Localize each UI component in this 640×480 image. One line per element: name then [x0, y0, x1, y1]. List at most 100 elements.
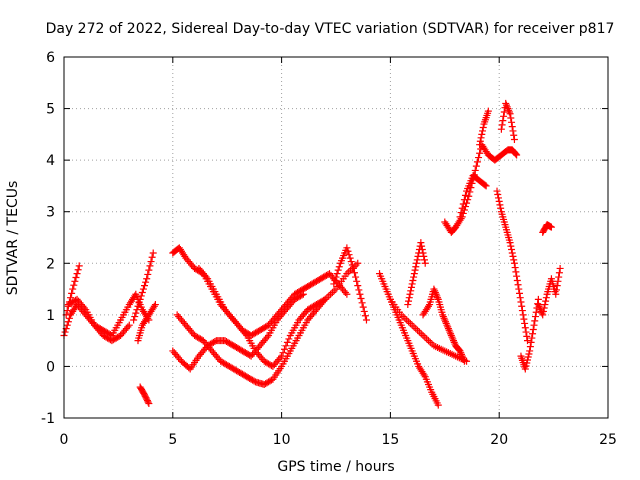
- series-track-k: [330, 244, 370, 324]
- data-point: [498, 121, 506, 129]
- data-point: [461, 191, 469, 199]
- data-point: [355, 286, 363, 294]
- data-point: [426, 338, 434, 346]
- data-point: [331, 276, 339, 284]
- data-point: [144, 398, 152, 406]
- data-point: [434, 401, 442, 409]
- series-track-p: [441, 141, 521, 236]
- y-tick-label: -1: [41, 411, 55, 427]
- data-point: [330, 287, 338, 295]
- data-point: [535, 302, 543, 310]
- data-point: [519, 311, 527, 319]
- data-point: [141, 282, 149, 290]
- data-point: [514, 281, 522, 289]
- data-point: [285, 335, 293, 343]
- data-point: [125, 321, 133, 329]
- data-point: [521, 324, 529, 332]
- data-point: [508, 123, 516, 131]
- data-point: [531, 317, 539, 325]
- data-point: [133, 306, 141, 314]
- data-point: [505, 108, 513, 116]
- data-point: [421, 259, 429, 267]
- data-point: [149, 249, 157, 257]
- data-point: [507, 114, 515, 122]
- data-point: [415, 328, 423, 336]
- data-point: [282, 342, 290, 350]
- data-point: [556, 264, 564, 272]
- x-tick-label: 20: [490, 432, 508, 448]
- data-point: [554, 277, 562, 285]
- data-point: [283, 338, 291, 346]
- data-point: [460, 196, 468, 204]
- data-point: [482, 182, 490, 190]
- data-point: [456, 347, 464, 355]
- data-point: [433, 292, 441, 300]
- data-point: [73, 270, 81, 278]
- data-point: [354, 259, 362, 267]
- data-point: [552, 290, 560, 298]
- data-point: [516, 289, 524, 297]
- data-point: [412, 263, 420, 271]
- data-point: [74, 266, 82, 274]
- data-point: [263, 333, 271, 341]
- data-point: [447, 331, 455, 339]
- data-point: [430, 285, 438, 293]
- data-point: [353, 277, 361, 285]
- data-point: [279, 349, 287, 357]
- x-tick-label: 25: [599, 432, 617, 448]
- data-point: [424, 337, 432, 345]
- data-point: [418, 242, 426, 250]
- data-point: [138, 289, 146, 297]
- data-point: [450, 338, 458, 346]
- data-point: [508, 118, 516, 126]
- data-point: [434, 294, 442, 302]
- data-point: [472, 162, 480, 170]
- data-point: [553, 286, 561, 294]
- series-track-c: [64, 295, 133, 345]
- data-point: [442, 319, 450, 327]
- data-point: [405, 318, 413, 326]
- data-point: [440, 314, 448, 322]
- x-tick-label: 0: [60, 432, 69, 448]
- data-point: [321, 295, 329, 303]
- data-point: [418, 246, 426, 254]
- data-point: [124, 323, 132, 331]
- data-point: [431, 287, 439, 295]
- data-point: [137, 292, 145, 300]
- data-point: [431, 289, 439, 297]
- plot-frame: [63, 56, 609, 419]
- data-point: [499, 117, 507, 125]
- data-point: [333, 270, 341, 278]
- data-point: [521, 365, 529, 373]
- data-point: [409, 276, 417, 284]
- data-point: [457, 349, 465, 357]
- data-point: [510, 131, 518, 139]
- y-tick-label: 0: [46, 359, 55, 375]
- data-point: [441, 316, 449, 324]
- data-point: [484, 107, 492, 115]
- data-point: [411, 266, 419, 274]
- data-point: [65, 314, 73, 322]
- data-points: [60, 99, 564, 409]
- y-tick-label: 5: [46, 102, 55, 118]
- data-point: [144, 270, 152, 278]
- data-point: [424, 302, 432, 310]
- data-point: [413, 256, 421, 264]
- data-point: [361, 312, 369, 320]
- data-point: [151, 301, 159, 309]
- data-point: [71, 277, 79, 285]
- data-point: [479, 127, 487, 135]
- series-track-o: [419, 285, 468, 365]
- data-point: [458, 352, 466, 360]
- data-point: [350, 269, 358, 277]
- data-point: [547, 223, 555, 231]
- data-point: [345, 268, 353, 276]
- data-point: [460, 357, 468, 365]
- data-point: [522, 328, 530, 336]
- series-track-q: [456, 172, 490, 221]
- data-point: [513, 272, 521, 280]
- data-point: [442, 318, 450, 326]
- data-point: [531, 313, 539, 321]
- data-point: [421, 333, 429, 341]
- data-point: [450, 337, 458, 345]
